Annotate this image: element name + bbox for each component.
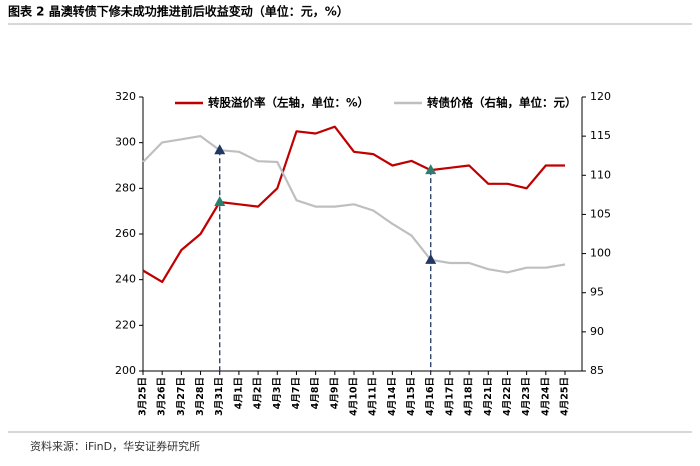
x-tick-label: 4月11日 <box>368 377 379 416</box>
y2-tick-label: 85 <box>590 364 604 377</box>
highlight-marker <box>214 144 226 155</box>
x-tick-label: 4月21日 <box>483 377 494 416</box>
x-tick-label: 3月26日 <box>157 377 168 416</box>
legend-label: 转债价格（右轴，单位：元） <box>427 96 577 110</box>
y2-tick-label: 90 <box>590 325 604 338</box>
y2-tick-label: 100 <box>590 247 611 260</box>
x-tick-label: 4月22日 <box>502 377 513 416</box>
y-tick-label: 200 <box>115 364 136 377</box>
x-tick-label: 4月8日 <box>310 377 321 409</box>
series-line <box>142 125 565 283</box>
y-tick-label: 260 <box>115 227 136 240</box>
x-tick-label: 4月2日 <box>253 377 264 409</box>
x-tick-label: 4月23日 <box>521 377 532 416</box>
y2-tick-label: 120 <box>590 90 611 103</box>
x-tick-label: 3月27日 <box>176 377 187 416</box>
highlight-marker <box>425 164 437 175</box>
x-tick-label: 4月16日 <box>425 377 436 416</box>
x-tick-label: 4月15日 <box>406 377 417 416</box>
y-tick-label: 220 <box>115 318 136 331</box>
x-tick-label: 3月28日 <box>195 377 206 416</box>
y-tick-label: 240 <box>115 273 136 286</box>
x-tick-label: 4月3日 <box>272 377 283 409</box>
x-tick-label: 4月10日 <box>349 377 360 416</box>
chart-title: 图表 2 晶澳转债下修未成功推进前后收益变动（单位：元，%） <box>8 4 349 19</box>
series-line <box>142 135 566 274</box>
y2-tick-label: 110 <box>590 168 611 181</box>
x-tick-label: 4月24日 <box>540 377 551 416</box>
highlight-marker <box>425 253 437 264</box>
x-tick-label: 4月18日 <box>464 377 475 416</box>
x-tick-label: 4月7日 <box>291 377 302 409</box>
y2-tick-label: 105 <box>590 207 611 220</box>
source: 资料来源：iFinD，华安证券研究所 <box>30 439 200 453</box>
x-tick-label: 4月25日 <box>560 377 571 416</box>
x-tick-label: 3月25日 <box>138 377 149 416</box>
legend-label: 转股溢价率（左轴，单位：%） <box>208 96 369 110</box>
y-tick-label: 320 <box>115 90 136 103</box>
y2-tick-label: 95 <box>590 286 604 299</box>
y2-tick-label: 115 <box>590 129 611 142</box>
x-tick-label: 4月17日 <box>444 377 455 416</box>
x-tick-label: 4月9日 <box>329 377 340 409</box>
y-tick-label: 300 <box>115 136 136 149</box>
x-tick-label: 4月14日 <box>387 377 398 416</box>
y-tick-label: 280 <box>115 181 136 194</box>
highlight-marker <box>214 196 226 207</box>
x-tick-label: 3月31日 <box>214 377 225 416</box>
x-tick-label: 4月1日 <box>233 377 244 409</box>
